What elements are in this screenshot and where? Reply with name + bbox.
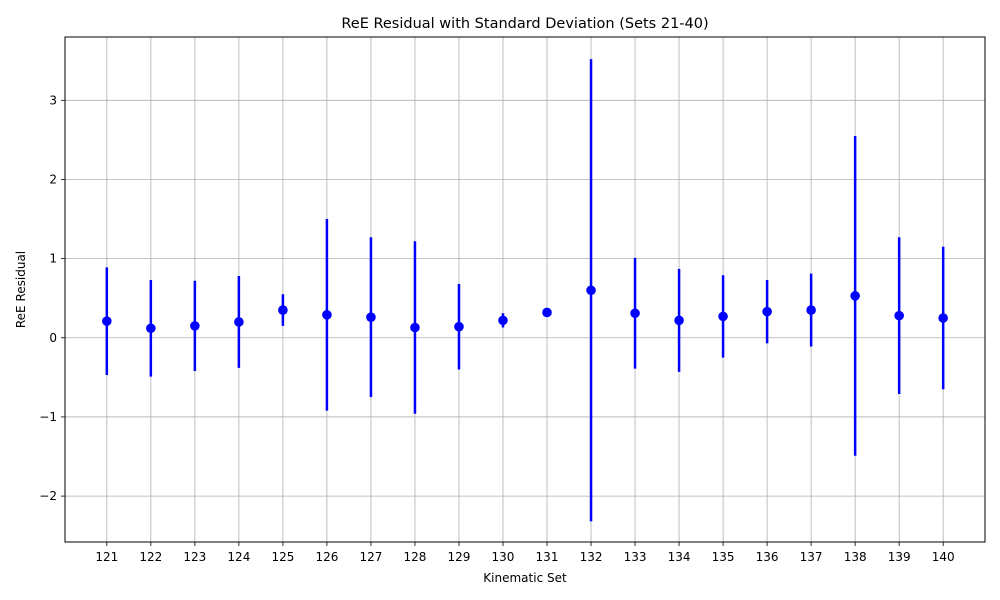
data-point [190, 321, 200, 331]
x-tick-label: 135 [712, 550, 735, 564]
y-tick-label: 1 [49, 252, 57, 266]
data-point [234, 317, 244, 327]
x-tick-label: 125 [271, 550, 294, 564]
data-point [102, 316, 112, 326]
x-tick-label: 127 [359, 550, 382, 564]
x-ticks: 121 122 123 124 125 126 127 128 129 130 131 132 133 1… [95, 542, 955, 564]
x-tick-label: 134 [668, 550, 691, 564]
x-tick-label: 128 [403, 550, 426, 564]
data-point [674, 315, 684, 326]
x-tick-label: 140 [932, 550, 955, 564]
data-point [454, 321, 464, 332]
data-point [718, 311, 728, 322]
x-tick-label: 136 [756, 550, 779, 564]
x-tick-label: 130 [492, 550, 515, 564]
chart-title: ReE Residual with Standard Deviation (Se… [341, 16, 708, 32]
data-point [278, 305, 288, 315]
grid-lines [65, 37, 985, 542]
data-point [586, 285, 596, 296]
x-tick-label: 126 [315, 550, 338, 564]
x-axis-label: Kinematic Set [483, 571, 567, 585]
x-tick-label: 121 [95, 550, 118, 564]
x-tick-label: 132 [580, 550, 603, 564]
x-tick-label: 137 [800, 550, 823, 564]
data-point [850, 291, 860, 301]
y-tick-label: 3 [49, 93, 57, 107]
data-point [938, 313, 948, 323]
data-point [498, 315, 508, 326]
y-tick-label: −1 [39, 410, 57, 424]
error-bars [105, 59, 945, 522]
y-axis-label: ReE Residual [14, 251, 28, 328]
y-tick-label: 0 [49, 331, 57, 345]
x-tick-label: 139 [888, 550, 911, 564]
data-point [894, 310, 904, 321]
x-tick-label: 131 [536, 550, 559, 564]
x-tick-label: 124 [227, 550, 250, 564]
y-ticks: −2 −1 0 1 2 3 [39, 93, 65, 503]
x-tick-label: 138 [844, 550, 867, 564]
data-point [762, 306, 772, 317]
y-tick-label: −2 [39, 489, 57, 503]
x-tick-label: 123 [183, 550, 206, 564]
data-point [410, 322, 420, 333]
data-point [146, 323, 156, 334]
data-point [806, 305, 816, 315]
plot-frame [64, 36, 986, 543]
x-tick-label: 122 [139, 550, 162, 564]
data-point [366, 312, 376, 323]
y-tick-label: 2 [49, 172, 57, 186]
data-points [102, 285, 948, 334]
data-point [542, 307, 552, 318]
data-point [322, 310, 332, 320]
x-tick-label: 133 [624, 550, 647, 564]
data-point [630, 308, 640, 319]
x-tick-label: 129 [448, 550, 471, 564]
